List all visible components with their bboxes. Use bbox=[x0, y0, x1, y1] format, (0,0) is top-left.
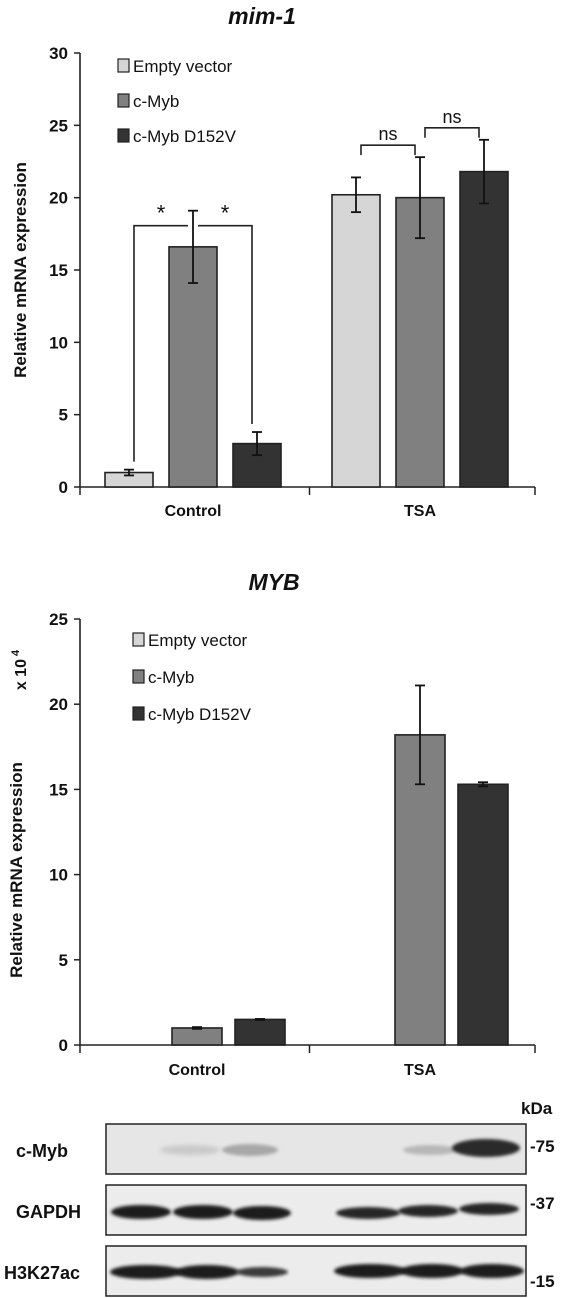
legend-label: c-Myb D152V bbox=[133, 127, 237, 146]
significance-bracket bbox=[198, 224, 253, 425]
bar bbox=[395, 196, 445, 488]
bar bbox=[457, 783, 509, 1046]
blot-label-cmyb: c-Myb bbox=[16, 1141, 68, 1161]
mim1-chart: mim-1 Relative mRNA expression 0 5 10 15 20 25 3… bbox=[11, 3, 536, 520]
legend-swatch bbox=[132, 706, 145, 721]
y-tick-label: 10 bbox=[49, 333, 68, 352]
y-tick-label: 10 bbox=[49, 866, 68, 885]
y-tick-label: 15 bbox=[49, 261, 68, 280]
legend-label: c-Myb bbox=[148, 668, 194, 687]
bar bbox=[394, 734, 446, 1046]
marker-15: -15 bbox=[530, 1272, 555, 1291]
band-h3k27ac-1 bbox=[110, 1265, 182, 1279]
y-axis-label: Relative mRNA expression bbox=[7, 762, 26, 978]
blot-label-h3k27ac: H3K27ac bbox=[4, 1263, 80, 1283]
bar bbox=[331, 193, 381, 488]
marker-37: -37 bbox=[530, 1194, 555, 1213]
band-gapdh-6 bbox=[459, 1203, 519, 1215]
y-tick-label: 20 bbox=[49, 189, 68, 208]
y-tick-label: 5 bbox=[59, 406, 68, 425]
legend-label: c-Myb bbox=[133, 92, 179, 111]
band-h3k27ac-6 bbox=[460, 1264, 524, 1278]
x-category-label: TSA bbox=[404, 1062, 436, 1079]
x-category-label: TSA bbox=[404, 503, 436, 520]
y-tick-label: 20 bbox=[49, 695, 68, 714]
significance-label: * bbox=[157, 201, 166, 226]
band-cmyb-3 bbox=[222, 1144, 278, 1156]
chart-title: MYB bbox=[248, 569, 299, 595]
y-tick-label: 15 bbox=[49, 780, 68, 799]
band-h3k27ac-5 bbox=[400, 1264, 464, 1278]
y-tick-label: 25 bbox=[49, 610, 68, 629]
band-gapdh-2 bbox=[173, 1205, 233, 1219]
band-h3k27ac-4 bbox=[334, 1264, 406, 1278]
band-gapdh-3 bbox=[233, 1206, 291, 1220]
y-tick-label: 0 bbox=[59, 478, 68, 497]
significance-label: ns bbox=[442, 107, 461, 127]
bar bbox=[171, 1027, 223, 1046]
blot-label-gapdh: GAPDH bbox=[16, 1202, 81, 1222]
marker-75: -75 bbox=[530, 1137, 555, 1156]
x-category-label: Control bbox=[165, 503, 222, 520]
blot-panel-h3k27ac: H3K27ac -15 bbox=[4, 1245, 555, 1297]
legend-label: Empty vector bbox=[148, 631, 248, 650]
band-cmyb-5 bbox=[403, 1145, 457, 1155]
significance-bracket bbox=[133, 224, 188, 462]
y-tick-label: 30 bbox=[49, 44, 68, 63]
blot-panel-gapdh: GAPDH -37 bbox=[16, 1184, 555, 1236]
legend-label: c-Myb D152V bbox=[148, 705, 252, 724]
bar bbox=[459, 170, 509, 488]
x-category-label: Control bbox=[169, 1062, 226, 1079]
y-tick-label: 25 bbox=[49, 116, 68, 135]
chart-title: mim-1 bbox=[228, 3, 296, 29]
significance-label: * bbox=[221, 201, 230, 226]
significance-label: ns bbox=[378, 124, 397, 144]
legend-swatch bbox=[117, 128, 130, 143]
band-gapdh-5 bbox=[398, 1205, 458, 1217]
significance-bracket bbox=[424, 127, 480, 138]
band-h3k27ac-2 bbox=[175, 1265, 239, 1279]
band-gapdh-4 bbox=[336, 1207, 400, 1219]
axis-multiplier: x 10 4 bbox=[10, 649, 30, 690]
band-cmyb-2 bbox=[160, 1145, 220, 1155]
blot-panel-cmyb: c-Myb -75 bbox=[16, 1123, 555, 1175]
y-tick-label: 5 bbox=[59, 951, 68, 970]
legend-swatch bbox=[117, 93, 130, 108]
myb-chart: MYB Relative mRNA expression x 10 4 0 5 10 15 2… bbox=[7, 569, 536, 1079]
legend-swatch bbox=[132, 632, 145, 647]
legend-swatch bbox=[132, 669, 145, 684]
legend-swatch bbox=[117, 58, 130, 73]
significance-bracket bbox=[360, 144, 416, 156]
legend-label: Empty vector bbox=[133, 57, 233, 76]
band-cmyb-6 bbox=[452, 1139, 520, 1157]
y-axis-label: Relative mRNA expression bbox=[11, 162, 30, 378]
band-h3k27ac-3 bbox=[236, 1267, 288, 1277]
y-tick-label: 0 bbox=[59, 1036, 68, 1055]
band-gapdh-1 bbox=[111, 1205, 171, 1219]
western-blot-panel: kDa c-Myb -75 GAPDH -37 bbox=[4, 1099, 555, 1297]
bar bbox=[234, 1018, 286, 1046]
kda-unit-label: kDa bbox=[521, 1099, 553, 1118]
